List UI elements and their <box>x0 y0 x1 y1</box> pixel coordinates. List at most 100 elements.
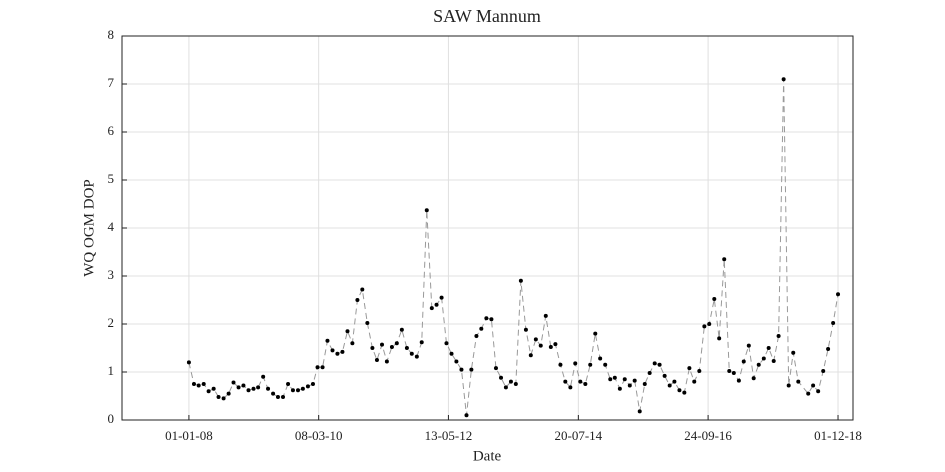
data-point <box>484 316 489 321</box>
plot-frame <box>121 35 854 421</box>
data-point <box>315 365 320 370</box>
y-axis-label: WQ OGM DOP <box>81 179 97 277</box>
data-point <box>196 383 201 388</box>
data-point <box>741 359 746 364</box>
data-point <box>439 295 444 300</box>
data-point <box>662 373 667 378</box>
data-point <box>345 329 350 334</box>
chart-title: SAW Mannum <box>433 6 541 26</box>
data-point <box>404 346 409 350</box>
data-point <box>216 394 221 399</box>
data-point <box>444 341 449 346</box>
data-point <box>603 362 608 367</box>
data-point <box>493 366 498 371</box>
data-point <box>831 321 836 326</box>
data-point <box>424 208 429 213</box>
data-point <box>266 386 271 391</box>
data-point <box>766 346 771 350</box>
data-point <box>702 324 707 329</box>
data-point <box>523 327 528 332</box>
data-point <box>583 382 588 386</box>
data-point <box>191 382 196 386</box>
data-point <box>286 382 291 386</box>
data-point <box>186 360 191 365</box>
x-axis-label: Date <box>473 448 502 464</box>
y-tick-label: 4 <box>108 219 115 234</box>
data-point <box>751 376 756 381</box>
data-point <box>513 382 518 386</box>
data-point <box>290 388 295 393</box>
data-point <box>637 409 642 414</box>
data-point <box>727 369 732 374</box>
data-point <box>836 292 841 297</box>
data-point <box>687 366 692 371</box>
data-point <box>261 374 266 379</box>
data-point <box>479 326 484 331</box>
data-point <box>374 358 379 362</box>
data-point <box>399 327 404 332</box>
data-point <box>756 362 761 367</box>
data-point <box>588 362 593 367</box>
data-point <box>503 385 508 390</box>
data-point <box>781 77 786 82</box>
data-point <box>826 346 831 351</box>
data-point <box>256 385 261 390</box>
data-point <box>652 361 657 366</box>
data-point <box>236 385 241 390</box>
y-tick-label: 7 <box>108 75 115 90</box>
data-point <box>310 382 315 386</box>
data-point <box>608 377 613 382</box>
data-point <box>677 388 682 393</box>
data-point <box>201 382 206 386</box>
data-point <box>325 338 330 343</box>
data-point <box>295 388 300 393</box>
data-point <box>305 384 310 389</box>
data-point <box>489 317 494 322</box>
data-point <box>731 370 736 375</box>
y-tick-label: 1 <box>108 363 115 378</box>
data-point <box>320 365 325 370</box>
data-point <box>563 379 568 384</box>
data-point <box>231 380 236 385</box>
data-point <box>384 359 389 364</box>
data-point <box>538 343 543 348</box>
data-point <box>365 321 370 326</box>
data-point <box>622 377 627 382</box>
data-point <box>558 362 563 367</box>
y-tick-label: 2 <box>108 315 115 330</box>
x-tick-label: 24-09-16 <box>684 428 732 443</box>
data-point <box>300 386 305 391</box>
data-point <box>271 391 276 396</box>
data-point <box>330 348 335 353</box>
data-point <box>449 351 454 356</box>
data-point <box>657 362 662 367</box>
data-point <box>761 356 766 361</box>
data-point <box>598 356 603 361</box>
data-point <box>617 386 622 391</box>
y-tick-label: 8 <box>108 27 115 42</box>
data-point <box>454 359 459 364</box>
data-point <box>811 383 816 388</box>
y-tick-label: 6 <box>108 123 115 138</box>
data-point <box>717 336 722 341</box>
data-point <box>578 379 583 384</box>
data-point <box>251 386 256 391</box>
data-point <box>380 342 385 347</box>
y-tick-label: 3 <box>108 267 115 282</box>
data-point <box>791 350 796 355</box>
data-point <box>776 334 781 338</box>
data-point <box>612 375 617 380</box>
data-point <box>573 361 578 366</box>
data-point <box>712 297 717 302</box>
data-point <box>434 302 439 307</box>
data-point <box>429 306 434 311</box>
data-point <box>786 383 791 388</box>
data-point <box>647 370 652 375</box>
data-point <box>821 369 826 374</box>
data-point <box>221 396 226 401</box>
data-point <box>632 378 637 383</box>
data-point <box>508 379 513 384</box>
data-point <box>206 389 211 394</box>
